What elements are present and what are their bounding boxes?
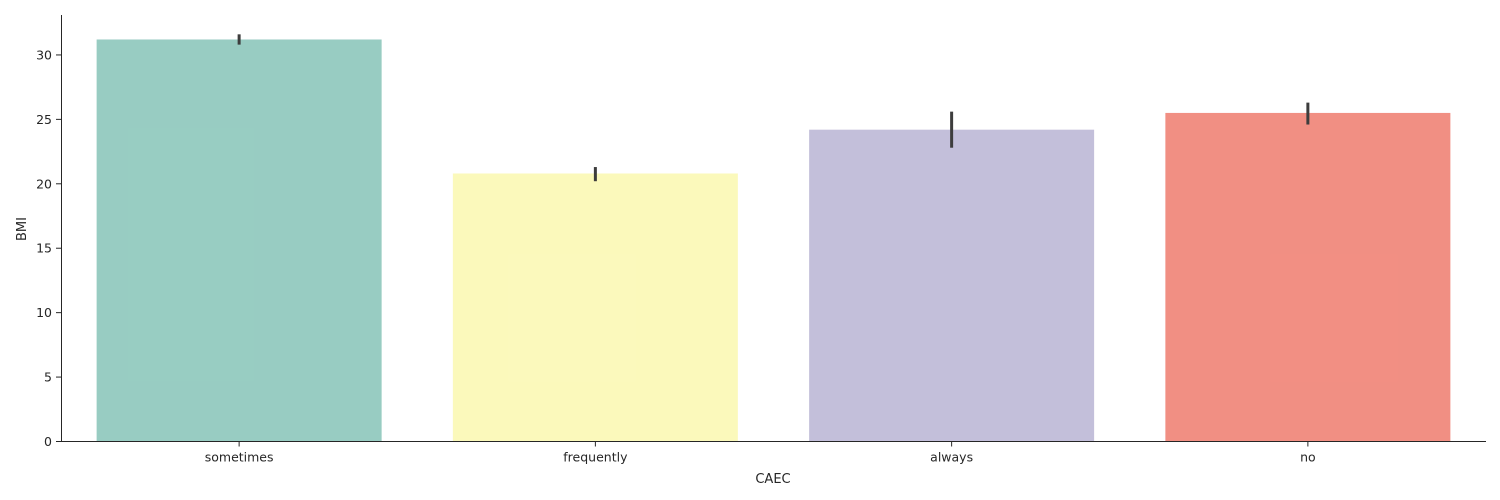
bar-always: [809, 129, 1095, 442]
error-bars: [237, 34, 1310, 182]
y-tick-label: 20: [36, 176, 52, 191]
y-tick-label: 15: [36, 241, 52, 256]
y-tick-label: 10: [36, 305, 52, 320]
y-axis-label: BMI: [15, 217, 30, 241]
y-tick-label: 25: [36, 112, 52, 127]
y-tick-label: 0: [44, 434, 52, 449]
bar-sometimes: [96, 39, 382, 442]
bar-frequently: [452, 173, 738, 442]
x-axis-label: CAEC: [755, 472, 790, 487]
bars: [96, 39, 1451, 442]
y-axis-ticks: 0 5 10 15 20 25 30: [36, 47, 61, 449]
bar-no: [1165, 112, 1451, 442]
x-tick-label-no: no: [1300, 450, 1316, 465]
x-tick-label-sometimes: sometimes: [205, 450, 274, 465]
y-tick-label: 30: [36, 47, 52, 62]
x-tick-label-frequently: frequently: [563, 450, 628, 465]
y-tick-label: 5: [44, 370, 52, 385]
x-axis-ticks: sometimes frequently always no: [205, 441, 1316, 465]
x-tick-label-always: always: [930, 450, 973, 465]
